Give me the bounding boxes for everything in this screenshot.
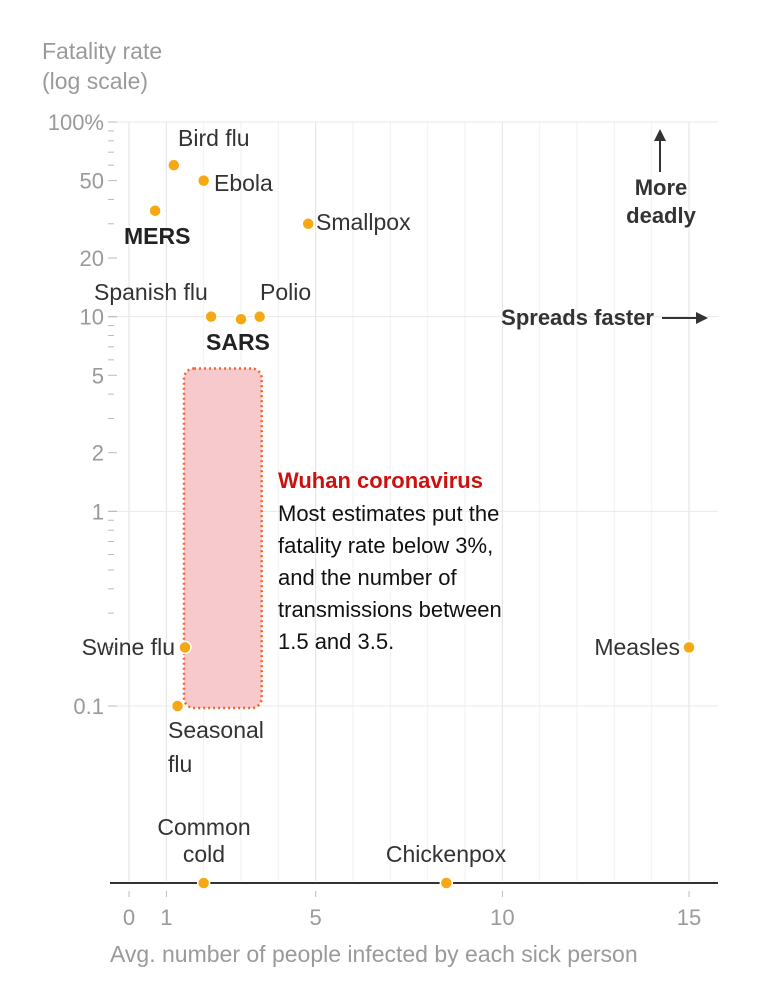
x-tick-labels: 0 1 5 10 15 bbox=[123, 891, 701, 930]
point-sars bbox=[234, 312, 248, 326]
label-mers: MERS bbox=[124, 223, 190, 249]
x-tick-label: 1 bbox=[160, 905, 172, 930]
wuhan-annotation-line-4: transmissions between bbox=[278, 597, 502, 622]
y-tick-label: 10 bbox=[80, 305, 104, 330]
point-swine-flu bbox=[178, 640, 192, 655]
label-swine-flu: Swine flu bbox=[82, 634, 175, 660]
wuhan-annotation-line-3: and the number of bbox=[278, 565, 457, 590]
arrow-up-icon bbox=[654, 129, 666, 172]
y-tick-label: 2 bbox=[92, 441, 104, 466]
point-smallpox bbox=[301, 217, 315, 231]
spreads-faster-label: Spreads faster bbox=[501, 305, 654, 330]
x-tick-label: 10 bbox=[490, 905, 514, 930]
label-chickenpox: Chickenpox bbox=[386, 841, 507, 867]
more-deadly-line-1: More bbox=[635, 175, 688, 200]
y-tick-label: 50 bbox=[80, 169, 104, 194]
x-axis-title: Avg. number of people infected by each s… bbox=[110, 941, 638, 967]
label-sars: SARS bbox=[206, 329, 270, 355]
arrow-right-icon bbox=[662, 312, 708, 324]
wuhan-annotation-title: Wuhan coronavirus bbox=[278, 468, 483, 493]
y-tick-label: 1 bbox=[92, 499, 104, 524]
label-polio: Polio bbox=[260, 279, 311, 305]
y-tick-labels: 100% 50 20 10 5 2 1 0.1 bbox=[48, 110, 104, 719]
point-bird-flu bbox=[167, 158, 181, 172]
y-tick-label: 5 bbox=[92, 363, 104, 388]
wuhan-estimate-range bbox=[182, 367, 263, 710]
data-points bbox=[148, 158, 696, 890]
point-chickenpox bbox=[439, 876, 454, 890]
label-smallpox: Smallpox bbox=[316, 209, 411, 235]
point-measles bbox=[682, 640, 696, 655]
wuhan-annotation-line-5: 1.5 and 3.5. bbox=[278, 629, 394, 654]
y-tick-label: 20 bbox=[80, 246, 104, 271]
label-spanish-flu: Spanish flu bbox=[94, 279, 208, 305]
label-common-cold-line-1: Common bbox=[157, 814, 250, 840]
label-measles: Measles bbox=[594, 634, 680, 660]
label-ebola: Ebola bbox=[214, 170, 273, 196]
wuhan-annotation-line-1: Most estimates put the bbox=[278, 501, 499, 526]
point-polio bbox=[252, 309, 267, 324]
point-spanish-flu bbox=[204, 309, 218, 324]
label-common-cold-line-2: cold bbox=[183, 841, 225, 867]
gridlines bbox=[110, 121, 718, 881]
wuhan-annotation-line-2: fatality rate below 3%, bbox=[278, 533, 493, 558]
point-common-cold bbox=[196, 876, 211, 890]
point-seasonal-flu bbox=[170, 699, 185, 713]
y-axis-title-line-2: (log scale) bbox=[42, 68, 148, 94]
label-seasonal-flu-line-2: flu bbox=[168, 751, 192, 777]
point-ebola bbox=[196, 173, 211, 188]
label-bird-flu: Bird flu bbox=[178, 125, 250, 151]
y-tick-label: 0.1 bbox=[73, 694, 104, 719]
y-axis-title-line-1: Fatality rate bbox=[42, 38, 162, 64]
label-seasonal-flu-line-1: Seasonal bbox=[168, 717, 264, 743]
more-deadly-line-2: deadly bbox=[626, 203, 696, 228]
x-tick-label: 0 bbox=[123, 905, 135, 930]
y-tick-label: 100% bbox=[48, 110, 104, 135]
x-tick-label: 15 bbox=[677, 905, 701, 930]
y-minor-ticks bbox=[108, 121, 117, 707]
x-tick-label: 5 bbox=[310, 905, 322, 930]
point-mers bbox=[148, 204, 162, 218]
